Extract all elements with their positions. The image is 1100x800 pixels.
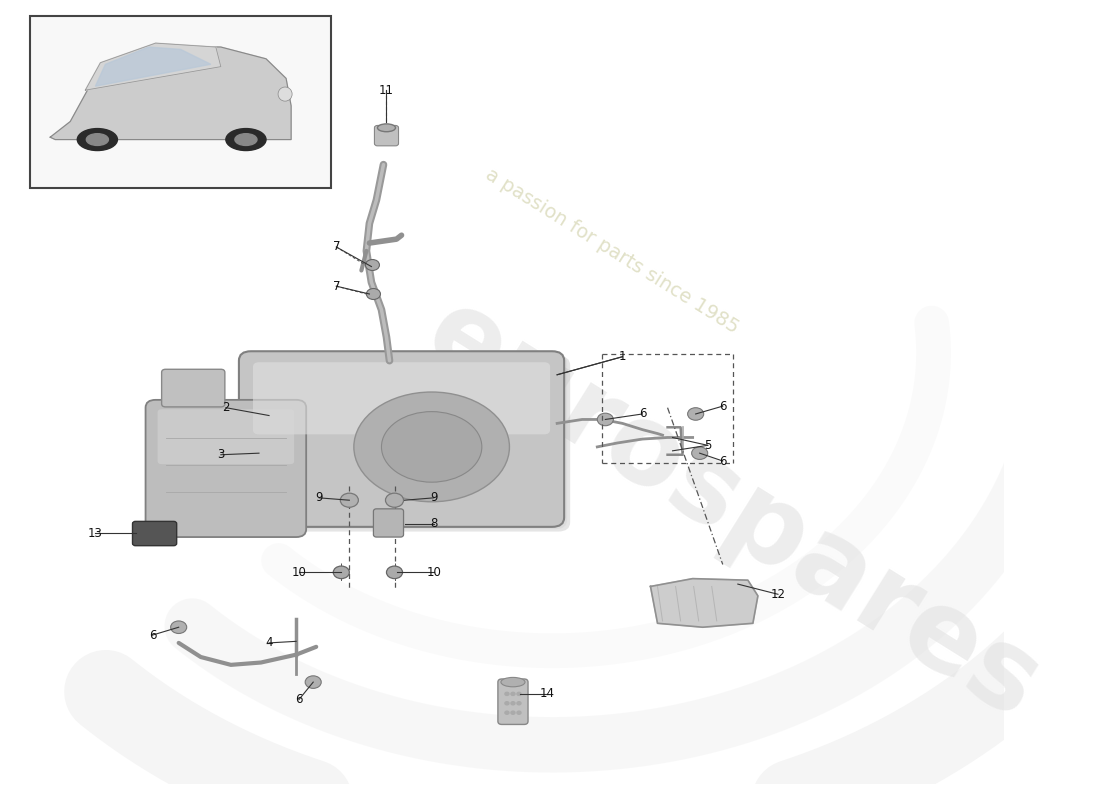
Text: 6: 6 (148, 629, 156, 642)
Text: 7: 7 (332, 241, 340, 254)
Text: 6: 6 (719, 454, 726, 467)
Circle shape (517, 702, 521, 705)
Text: 7: 7 (332, 280, 340, 293)
Circle shape (340, 493, 359, 507)
Text: 4: 4 (265, 637, 273, 650)
FancyBboxPatch shape (245, 356, 570, 531)
Text: 3: 3 (217, 448, 224, 462)
Text: 10: 10 (426, 566, 441, 579)
Bar (30, 16, 331, 188)
FancyBboxPatch shape (374, 126, 398, 146)
Text: 11: 11 (379, 84, 394, 97)
Text: 6: 6 (296, 693, 303, 706)
FancyBboxPatch shape (373, 509, 404, 537)
Text: 12: 12 (770, 588, 785, 601)
FancyBboxPatch shape (145, 400, 306, 537)
Ellipse shape (382, 412, 482, 482)
Circle shape (692, 447, 707, 459)
Ellipse shape (377, 124, 396, 132)
Circle shape (365, 259, 380, 270)
Circle shape (505, 702, 509, 705)
Circle shape (170, 621, 187, 634)
Circle shape (512, 702, 515, 705)
Circle shape (688, 408, 704, 420)
Text: 2: 2 (222, 401, 230, 414)
Circle shape (517, 692, 521, 695)
Circle shape (512, 692, 515, 695)
Polygon shape (650, 578, 758, 627)
Ellipse shape (500, 678, 525, 687)
FancyBboxPatch shape (239, 351, 564, 527)
Circle shape (505, 692, 509, 695)
FancyBboxPatch shape (498, 679, 528, 725)
Circle shape (386, 566, 403, 578)
Ellipse shape (226, 129, 266, 150)
Polygon shape (51, 46, 292, 139)
Ellipse shape (354, 392, 509, 502)
Circle shape (505, 711, 509, 714)
FancyBboxPatch shape (162, 370, 224, 407)
Circle shape (512, 711, 515, 714)
Text: 10: 10 (292, 566, 307, 579)
Circle shape (333, 566, 350, 578)
Ellipse shape (235, 134, 257, 146)
Circle shape (385, 493, 404, 507)
FancyBboxPatch shape (132, 522, 177, 546)
Text: 1: 1 (618, 350, 626, 363)
Text: 6: 6 (639, 407, 646, 421)
FancyBboxPatch shape (253, 362, 550, 434)
FancyBboxPatch shape (157, 410, 294, 464)
Polygon shape (96, 47, 211, 86)
Text: 5: 5 (704, 439, 712, 452)
Text: 8: 8 (430, 518, 438, 530)
Polygon shape (86, 43, 221, 90)
Text: 13: 13 (88, 526, 102, 540)
Circle shape (305, 676, 321, 688)
Ellipse shape (278, 87, 293, 101)
FancyBboxPatch shape (242, 354, 568, 530)
Circle shape (517, 711, 521, 714)
Text: 14: 14 (540, 687, 554, 700)
Text: a passion for parts since 1985: a passion for parts since 1985 (482, 165, 742, 337)
Text: 9: 9 (430, 491, 438, 504)
Ellipse shape (86, 134, 109, 146)
Text: 6: 6 (719, 400, 726, 413)
Circle shape (597, 413, 614, 426)
Circle shape (366, 289, 381, 299)
Ellipse shape (77, 129, 118, 150)
Text: eurospares: eurospares (407, 278, 1059, 741)
Text: 9: 9 (316, 491, 323, 504)
